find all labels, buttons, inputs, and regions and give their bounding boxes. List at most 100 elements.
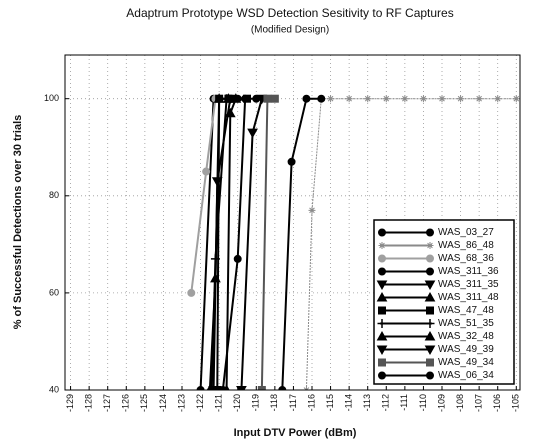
legend-label: WAS_311_35 (438, 279, 499, 290)
marker (512, 95, 520, 103)
x-tick-label: -127 (102, 394, 112, 412)
marker (378, 358, 386, 367)
marker (302, 94, 311, 103)
chart-title: Adaptrum Prototype WSD Detection Sesitiv… (126, 6, 453, 20)
marker (224, 94, 236, 105)
legend-label: WAS_311_36 (438, 266, 499, 277)
marker (382, 95, 390, 103)
y-tick-label: 40 (49, 384, 59, 394)
marker (378, 228, 386, 237)
y-tick-label: 80 (49, 190, 59, 200)
marker (378, 306, 386, 315)
marker (426, 242, 434, 249)
x-axis-label: Input DTV Power (dBm) (234, 427, 357, 439)
marker (247, 128, 258, 139)
legend-label: WAS_47_48 (438, 305, 494, 316)
legend-label: WAS_49_39 (438, 344, 494, 355)
x-tick-label: -111 (399, 394, 409, 411)
x-tick-label: -107 (474, 394, 484, 412)
marker (376, 280, 388, 291)
marker (376, 330, 388, 341)
marker (426, 306, 434, 315)
legend-label: WAS_06_34 (438, 370, 494, 381)
x-tick-label: -116 (306, 394, 316, 411)
marker (438, 95, 446, 103)
legend-label: WAS_68_36 (438, 253, 494, 264)
chart-subtitle: (Modified Design) (251, 25, 329, 36)
y-tick-label: 60 (49, 287, 59, 297)
series-line (281, 97, 322, 390)
legend-label: WAS_03_27 (438, 227, 494, 238)
marker (196, 386, 205, 390)
x-tick-label: -113 (362, 394, 372, 411)
marker (424, 291, 436, 302)
legend-box (373, 219, 515, 385)
marker (243, 94, 251, 103)
marker (208, 386, 219, 390)
marker (278, 386, 287, 390)
y-axis-label: % of Successful Detections over 30 trial… (12, 115, 24, 330)
marker (494, 95, 502, 103)
marker (426, 358, 434, 367)
plot-area (187, 93, 520, 390)
marker (187, 288, 196, 297)
marker (263, 94, 272, 103)
x-tick-label: -109 (436, 394, 446, 412)
marker (287, 157, 296, 166)
marker (327, 95, 335, 103)
marker (317, 94, 326, 103)
marker (424, 280, 436, 291)
x-tick-label: -117 (288, 394, 298, 411)
x-tick-label: -123 (176, 394, 186, 412)
marker (215, 94, 224, 103)
x-tick-label: -125 (139, 394, 149, 412)
marker (364, 95, 372, 103)
marker (419, 95, 427, 103)
marker (308, 206, 316, 214)
marker (475, 95, 483, 103)
legend-label: WAS_49_34 (438, 357, 494, 368)
x-tick-label: -121 (214, 394, 224, 412)
marker (425, 319, 435, 328)
legend: WAS_03_27 WAS_86_48 WAS_68_36 WAS_311_36 WAS… (373, 219, 515, 385)
marker (426, 371, 434, 380)
marker (378, 254, 386, 263)
marker (377, 319, 387, 328)
x-tick-label: -105 (511, 394, 521, 412)
x-tick-label: -124 (158, 394, 168, 412)
marker (345, 95, 353, 103)
marker (257, 386, 266, 390)
legend-label: WAS_51_35 (438, 318, 494, 329)
marker (376, 291, 388, 302)
x-tick-label: -108 (455, 394, 465, 412)
marker (426, 267, 434, 276)
x-tick-label: -122 (195, 394, 205, 412)
marker (378, 267, 386, 276)
marker (378, 371, 386, 380)
y-tick-label: 100 (44, 93, 59, 103)
x-tick-label: -114 (344, 394, 354, 411)
plot-frame (64, 54, 521, 391)
marker (401, 95, 409, 103)
x-tick-label: -110 (418, 394, 428, 411)
marker (426, 254, 434, 263)
series-line (305, 98, 517, 390)
x-tick-label: -129 (65, 394, 75, 412)
legend-label: WAS_311_48 (438, 292, 499, 303)
legend-label: WAS_86_48 (438, 240, 494, 251)
x-tick-label: -126 (121, 394, 131, 412)
x-tick-label: -112 (381, 394, 391, 411)
marker (457, 95, 465, 103)
x-tick-label: -118 (269, 394, 279, 411)
x-tick-label: -119 (251, 394, 261, 411)
marker (426, 228, 434, 237)
marker (211, 177, 223, 187)
marker (233, 254, 242, 263)
marker (424, 330, 436, 341)
x-tick-label: -120 (232, 394, 242, 412)
marker (202, 167, 211, 176)
x-tick-label: -106 (492, 394, 502, 412)
marker (378, 242, 386, 249)
legend-label: WAS_32_48 (438, 331, 494, 342)
